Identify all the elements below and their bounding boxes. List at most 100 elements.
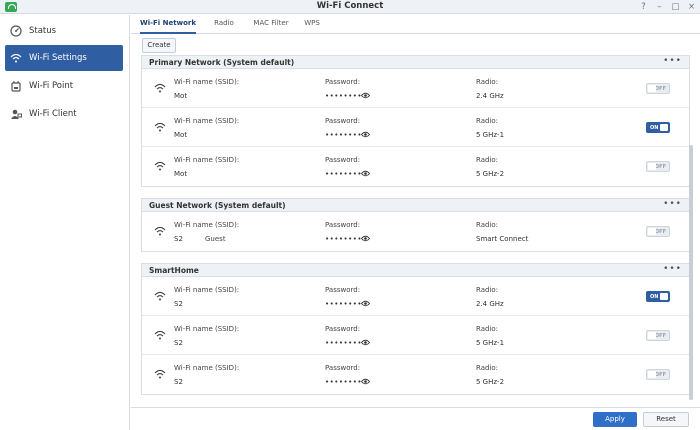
show-password-icon[interactable] [361, 339, 370, 346]
show-password-icon[interactable] [361, 300, 370, 307]
status-icon [10, 25, 22, 37]
radio-label: Radio: [476, 78, 499, 86]
wifi-icon [154, 291, 166, 301]
password-value: •••••••• [325, 300, 363, 308]
network-toggle[interactable]: OFF [646, 369, 670, 380]
password-value: •••••••• [325, 92, 363, 100]
sidebar-item-wifi-point[interactable]: Wi-Fi Point [5, 73, 123, 99]
password-value: •••••••• [325, 339, 363, 347]
network-row: Wi-Fi name (SSID): S2 Password: ••••••••… [142, 316, 689, 355]
ssid-label: Wi-Fi name (SSID): [174, 286, 240, 294]
network-row: Wi-Fi name (SSID): S2 Password: ••••••••… [142, 355, 689, 394]
ssid-label: Wi-Fi name (SSID): [174, 221, 240, 229]
network-row: Wi-Fi name (SSID): Mot Password: •••••••… [142, 69, 689, 108]
wifi-icon [154, 226, 166, 236]
wifi-icon [154, 161, 166, 171]
ssid-label: Wi-Fi name (SSID): [174, 325, 240, 333]
wifi-icon [154, 122, 166, 132]
ssid-value: S2 [174, 378, 183, 386]
title-bar: Wi-Fi Connect ? – □ × [0, 0, 700, 14]
network-row: Wi-Fi name (SSID): S2 Guest Password: ••… [142, 212, 689, 251]
tab-wifi-network[interactable]: Wi-Fi Network [140, 15, 196, 34]
show-password-icon[interactable] [361, 378, 370, 385]
sidebar-item-wifi-settings[interactable]: Wi-Fi Settings [5, 45, 123, 71]
network-list: Primary Network (System default) ••• Wi-… [141, 55, 690, 407]
sidebar-item-label: Wi-Fi Settings [29, 53, 87, 63]
network-row: Wi-Fi name (SSID): Mot Password: •••••••… [142, 108, 689, 147]
sidebar-item-wifi-client[interactable]: Wi-Fi Client [5, 101, 123, 127]
tab-radio[interactable]: Radio [214, 19, 234, 27]
password-label: Password: [325, 156, 361, 164]
wifi-icon [10, 52, 22, 64]
show-password-icon[interactable] [361, 92, 370, 99]
network-toggle[interactable]: OFF [646, 330, 670, 341]
network-toggle[interactable]: OFF [646, 226, 670, 237]
reset-button[interactable]: Reset [643, 412, 689, 427]
more-options-icon[interactable]: ••• [663, 264, 682, 274]
radio-label: Radio: [476, 325, 499, 333]
close-icon[interactable]: × [687, 2, 696, 12]
client-icon [10, 108, 22, 120]
ssid-suffix: Guest [205, 235, 226, 243]
sidebar-item-label: Status [29, 26, 57, 36]
footer-bar [131, 407, 700, 430]
tab-mac-filter[interactable]: MAC Filter [253, 19, 289, 27]
password-value: •••••••• [325, 235, 363, 243]
sidebar-item-status[interactable]: Status [5, 18, 123, 44]
group-title: Primary Network (System default) [149, 58, 295, 67]
network-toggle[interactable]: ON [646, 291, 670, 302]
ssid-label: Wi-Fi name (SSID): [174, 117, 240, 125]
group-header: SmartHome ••• [142, 264, 689, 277]
sidebar: Status Wi-Fi Settings Wi-Fi Point Wi-Fi … [0, 15, 130, 430]
password-label: Password: [325, 286, 361, 294]
network-row: Wi-Fi name (SSID): S2 Password: ••••••••… [142, 277, 689, 316]
network-group: Guest Network (System default) ••• Wi-Fi… [141, 198, 690, 252]
wifi-icon [154, 369, 166, 379]
ssid-value: Mot [174, 170, 188, 178]
show-password-icon[interactable] [361, 235, 370, 242]
password-value: •••••••• [325, 131, 363, 139]
radio-value: 5 GHz-2 [476, 378, 505, 386]
tab-bar: Wi-Fi Network Radio MAC Filter WPS [131, 15, 700, 34]
network-toggle[interactable]: ON [646, 122, 670, 133]
show-password-icon[interactable] [361, 131, 370, 138]
network-row: Wi-Fi name (SSID): Mot Password: •••••••… [142, 147, 689, 186]
ssid-label: Wi-Fi name (SSID): [174, 78, 240, 86]
sidebar-item-label: Wi-Fi Point [29, 81, 74, 91]
minimize-icon[interactable]: – [657, 2, 662, 12]
tab-wps[interactable]: WPS [304, 19, 320, 27]
radio-value: 2.4 GHz [476, 300, 504, 308]
network-toggle[interactable]: OFF [646, 161, 670, 172]
password-label: Password: [325, 78, 361, 86]
network-toggle[interactable]: OFF [646, 83, 670, 94]
window-title: Wi-Fi Connect [316, 1, 384, 11]
scrollbar[interactable] [689, 145, 693, 400]
radio-value: Smart Connect [476, 235, 529, 243]
network-group: Primary Network (System default) ••• Wi-… [141, 55, 690, 187]
radio-label: Radio: [476, 286, 499, 294]
password-value: •••••••• [325, 170, 363, 178]
group-title: Guest Network (System default) [149, 201, 286, 210]
more-options-icon[interactable]: ••• [663, 56, 682, 66]
group-header: Guest Network (System default) ••• [142, 199, 689, 212]
ssid-label: Wi-Fi name (SSID): [174, 156, 240, 164]
wifi-icon [154, 83, 166, 93]
radio-value: 5 GHz-1 [476, 339, 505, 347]
more-options-icon[interactable]: ••• [663, 199, 682, 209]
ssid-value: S2 [174, 339, 183, 347]
radio-label: Radio: [476, 364, 499, 372]
radio-label: Radio: [476, 117, 499, 125]
maximize-icon[interactable]: □ [671, 2, 680, 12]
help-icon[interactable]: ? [641, 2, 646, 12]
show-password-icon[interactable] [361, 170, 370, 177]
network-group: SmartHome ••• Wi-Fi name (SSID): S2 Pass… [141, 263, 690, 395]
apply-button[interactable]: Apply [593, 412, 637, 427]
radio-label: Radio: [476, 221, 499, 229]
ssid-label: Wi-Fi name (SSID): [174, 364, 240, 372]
create-button[interactable]: Create [142, 38, 176, 53]
password-label: Password: [325, 221, 361, 229]
radio-label: Radio: [476, 156, 499, 164]
ssid-value: S2 [174, 300, 183, 308]
ssid-value: Mot [174, 131, 188, 139]
radio-value: 2.4 GHz [476, 92, 504, 100]
